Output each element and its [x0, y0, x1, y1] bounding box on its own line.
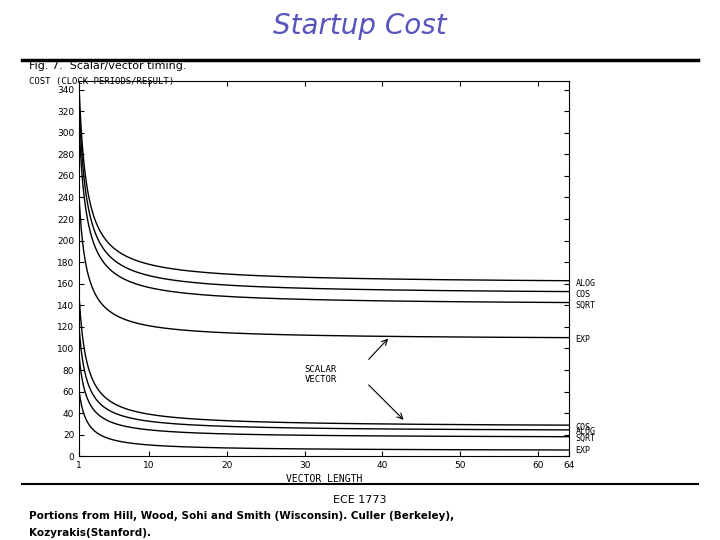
- Text: ALOG: ALOG: [576, 279, 595, 288]
- Text: SQRT: SQRT: [576, 434, 595, 442]
- Text: Portions from Hill, Wood, Sohi and Smith (Wisconsin). Culler (Berkeley),: Portions from Hill, Wood, Sohi and Smith…: [29, 511, 454, 522]
- Text: SCALAR
VECTOR: SCALAR VECTOR: [305, 364, 337, 384]
- Text: EXP: EXP: [576, 447, 590, 455]
- X-axis label: VECTOR LENGTH: VECTOR LENGTH: [286, 474, 362, 484]
- Text: Fig. 7.  Scalar/vector timing.: Fig. 7. Scalar/vector timing.: [29, 61, 186, 71]
- Text: Startup Cost: Startup Cost: [273, 12, 447, 40]
- Text: COS: COS: [576, 290, 590, 299]
- Text: COS: COS: [576, 423, 590, 431]
- Text: ECE 1773: ECE 1773: [333, 495, 387, 505]
- Text: SQRT: SQRT: [576, 301, 595, 310]
- Text: Kozyrakis(Stanford).: Kozyrakis(Stanford).: [29, 528, 150, 537]
- Text: COST (CLOCK PERIODS/RESULT): COST (CLOCK PERIODS/RESULT): [29, 77, 174, 86]
- Text: EXP: EXP: [576, 335, 590, 345]
- Text: ALOG: ALOG: [576, 427, 595, 436]
